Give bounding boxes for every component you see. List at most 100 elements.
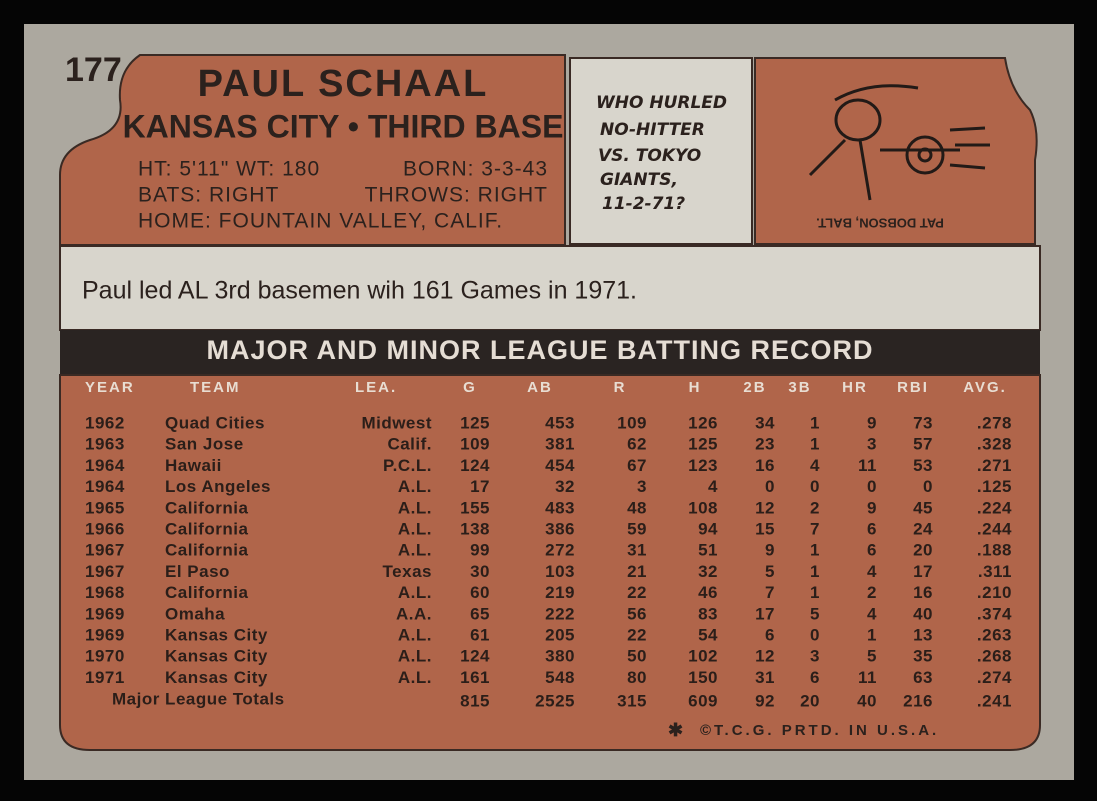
column-header: H (689, 379, 702, 396)
table-cell: 1966 (85, 519, 125, 538)
table-cell: .311 (978, 562, 1012, 581)
bio: BATS: RIGHT (138, 184, 279, 207)
table-cell: .188 (977, 541, 1012, 560)
table-cell: 219 (545, 583, 575, 602)
footer: ©T.C.G. PRTD. IN U.S.A. (700, 722, 939, 739)
table-cell: .244 (977, 519, 1012, 538)
table-cell: 24 (913, 519, 933, 538)
table-cell: 61 (470, 625, 490, 644)
table-cell: 548 (545, 668, 575, 687)
table-cell: 11 (858, 456, 877, 475)
table-cell: 99 (470, 541, 490, 560)
table-cell: 4 (810, 456, 820, 475)
table-cell: 124 (460, 456, 490, 475)
team-position: KANSAS CITY • THIRD BASE (123, 108, 564, 144)
table-cell: Texas (383, 562, 432, 581)
column-header: G (463, 379, 477, 396)
totals-cell: 216 (903, 691, 933, 710)
table-cell: 9 (765, 541, 775, 560)
card-number: 177 (65, 51, 122, 89)
table-title: MAJOR AND MINOR LEAGUE BATTING RECORD (207, 335, 874, 365)
quiz-line: NO-HITTER (600, 120, 705, 140)
totals-cell: 609 (688, 691, 718, 710)
table-cell: 7 (765, 583, 775, 602)
table-cell: Calif. (387, 435, 432, 454)
player-name: PAUL SCHAAL (198, 63, 489, 105)
table-cell: 31 (627, 541, 647, 560)
table-cell: .328 (977, 435, 1012, 454)
table-cell: 381 (545, 435, 575, 454)
table-cell: Kansas City (165, 647, 268, 666)
table-cell: 205 (545, 625, 575, 644)
table-cell: 1971 (85, 668, 125, 687)
table-cell: Kansas City (165, 668, 268, 687)
table-cell: 4 (708, 477, 718, 496)
table-cell: 222 (545, 604, 575, 623)
table-cell: 1 (810, 562, 820, 581)
table-cell: 6 (867, 519, 877, 538)
table-cell: 83 (698, 604, 718, 623)
table-cell: San Jose (165, 435, 244, 454)
table-cell: 4 (867, 562, 877, 581)
table-cell: 1969 (85, 625, 125, 644)
table-cell: 108 (688, 498, 718, 517)
table-cell: 9 (867, 413, 877, 432)
table-cell: A.L. (398, 583, 432, 602)
table-cell: 124 (460, 647, 490, 666)
table-cell: 48 (627, 498, 647, 517)
table-cell: 138 (460, 519, 490, 538)
table-cell: 22 (627, 583, 647, 602)
table-cell: 1964 (85, 477, 125, 496)
table-cell: California (165, 583, 248, 602)
table-cell: 1968 (85, 583, 125, 602)
table-cell: 30 (470, 562, 490, 581)
table-cell: A.A. (396, 604, 432, 623)
table-cell: 45 (913, 498, 933, 517)
table-cell: 46 (698, 583, 718, 602)
table-cell: 1967 (85, 562, 125, 581)
title-band (60, 330, 1040, 375)
table-cell: .210 (977, 583, 1012, 602)
table-cell: 1969 (85, 604, 125, 623)
column-header: AB (527, 379, 553, 396)
table-cell: 40 (913, 604, 933, 623)
table-cell: 12 (755, 647, 775, 666)
table-cell: 2 (867, 583, 877, 602)
table-cell: A.L. (398, 477, 432, 496)
table-cell: 62 (627, 435, 647, 454)
table-cell: 3 (867, 435, 877, 454)
table-cell: 103 (545, 562, 575, 581)
table-cell: 56 (627, 604, 647, 623)
table-cell: 22 (627, 625, 647, 644)
table-cell: 0 (923, 477, 933, 496)
table-cell: 0 (810, 477, 820, 496)
table-cell: 1 (810, 413, 820, 432)
table-cell: 109 (460, 435, 490, 454)
table-cell: 1967 (85, 541, 125, 560)
table-cell: 9 (867, 498, 877, 517)
table-cell: .374 (977, 604, 1012, 623)
table-cell: .125 (977, 477, 1012, 496)
table-cell: Quad Cities (165, 413, 265, 432)
table-cell: A.L. (398, 519, 432, 538)
totals-cell: 815 (460, 691, 490, 710)
totals-cell: 315 (617, 691, 647, 710)
table-cell: Hawaii (165, 456, 222, 475)
column-header: HR (842, 379, 868, 396)
table-cell: .268 (977, 647, 1012, 666)
table-cell: California (165, 519, 248, 538)
table-cell: 161 (460, 668, 490, 687)
table-cell: 380 (545, 647, 575, 666)
totals-label: Major League Totals (112, 689, 285, 708)
table-cell: 60 (470, 583, 490, 602)
table-cell: .278 (977, 413, 1012, 432)
table-cell: 31 (755, 668, 775, 687)
table-cell: 1 (810, 435, 820, 454)
table-cell: 454 (545, 456, 575, 475)
table-cell: .274 (977, 668, 1012, 687)
table-cell: 65 (470, 604, 490, 623)
table-cell: 59 (627, 519, 647, 538)
table-cell: 53 (913, 456, 933, 475)
